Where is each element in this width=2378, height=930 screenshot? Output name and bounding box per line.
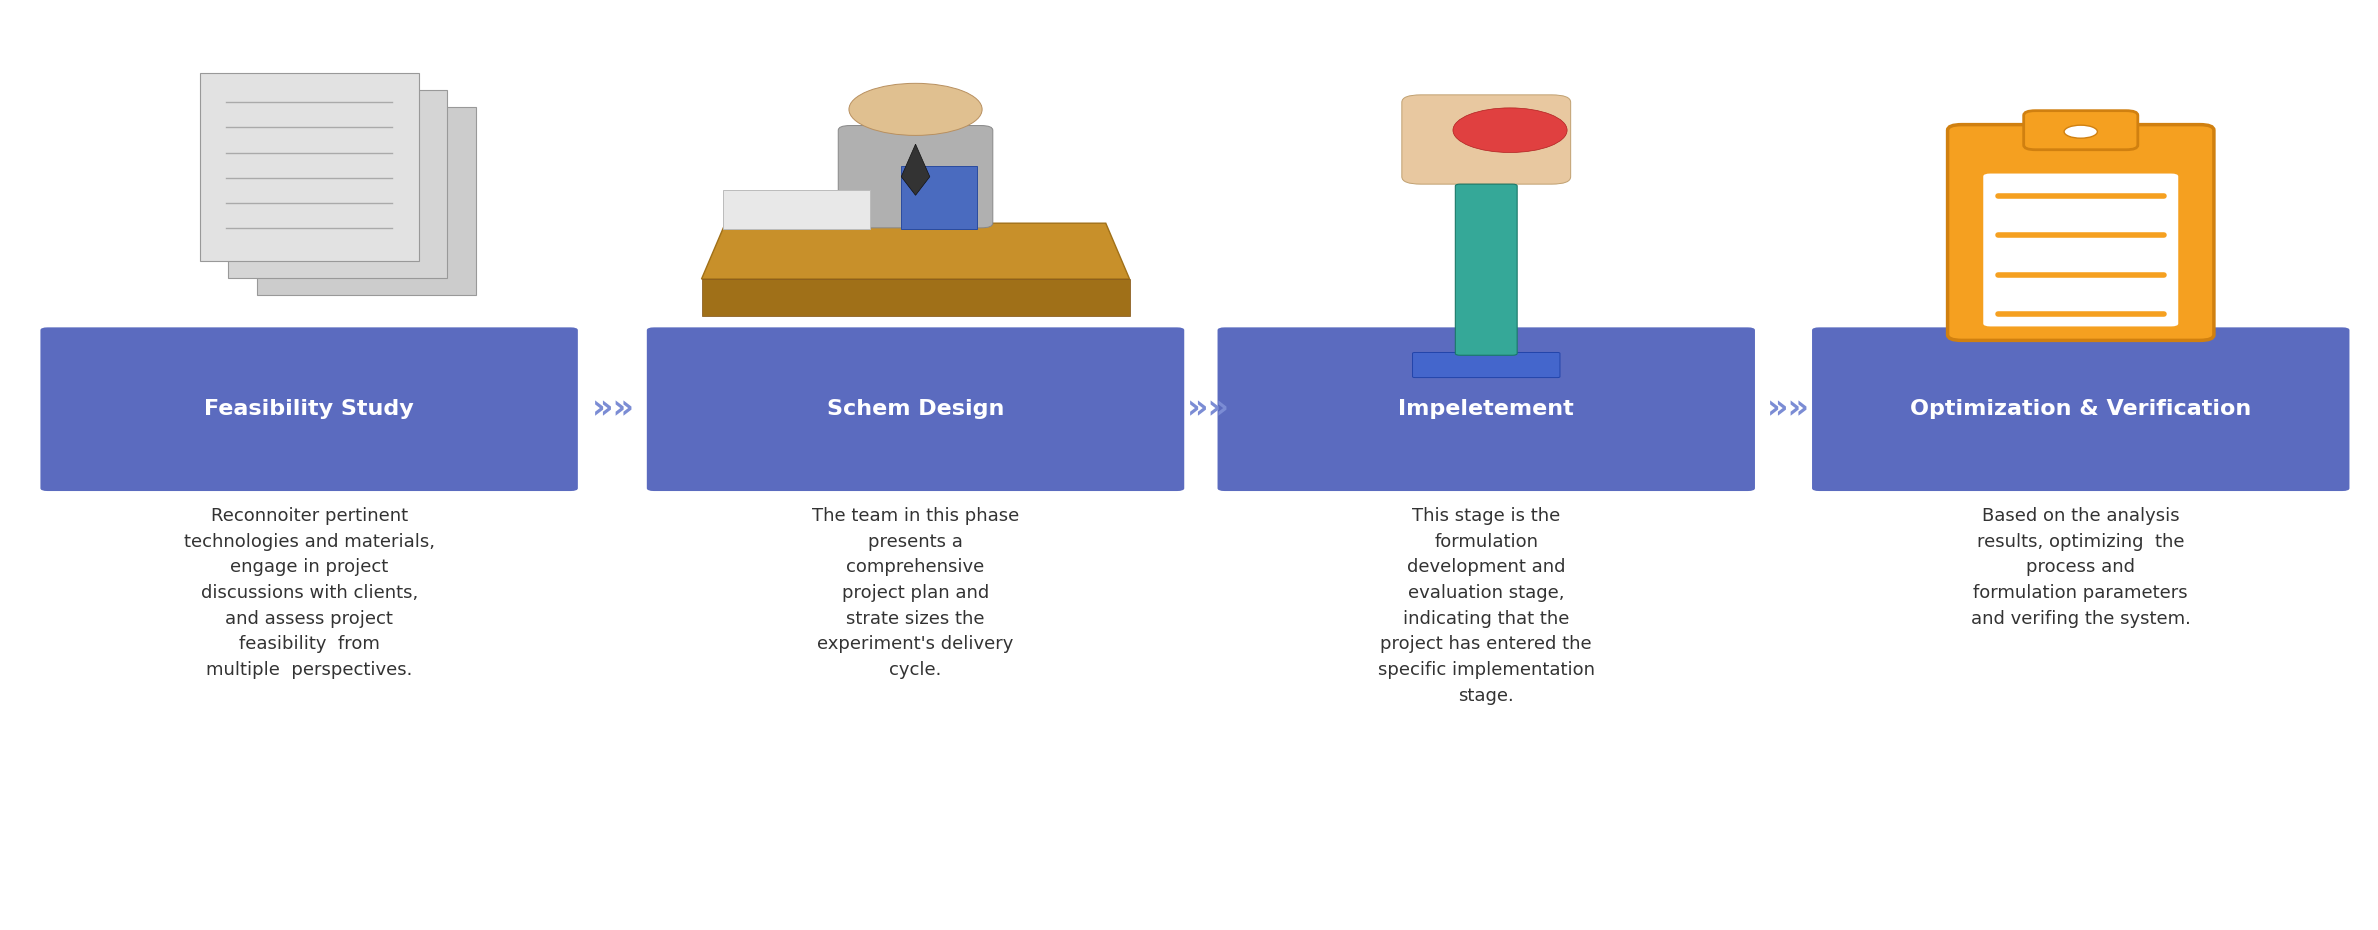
FancyBboxPatch shape (40, 327, 578, 491)
Polygon shape (901, 144, 930, 195)
FancyBboxPatch shape (200, 73, 419, 261)
FancyBboxPatch shape (257, 107, 476, 295)
FancyBboxPatch shape (1218, 327, 1755, 491)
FancyBboxPatch shape (228, 90, 447, 278)
FancyBboxPatch shape (1403, 95, 1569, 184)
Text: Based on the analysis
results, optimizing  the
process and
formulation parameter: Based on the analysis results, optimizin… (1971, 507, 2190, 628)
FancyBboxPatch shape (723, 190, 870, 229)
FancyBboxPatch shape (901, 166, 977, 229)
Text: »»: »» (1187, 392, 1229, 426)
Text: Impeletement: Impeletement (1398, 399, 1574, 419)
Text: »»: »» (592, 392, 635, 426)
Circle shape (1453, 108, 1567, 153)
Text: This stage is the
formulation
development and
evaluation stage,
indicating that : This stage is the formulation developmen… (1377, 507, 1596, 705)
Text: The team in this phase
presents a
comprehensive
project plan and
strate sizes th: The team in this phase presents a compre… (811, 507, 1020, 679)
Text: Schem Design: Schem Design (828, 399, 1004, 419)
FancyBboxPatch shape (647, 327, 1184, 491)
FancyBboxPatch shape (1413, 352, 1560, 378)
FancyBboxPatch shape (1455, 184, 1517, 355)
Circle shape (849, 84, 982, 136)
FancyBboxPatch shape (1983, 174, 2178, 326)
Circle shape (2064, 126, 2097, 139)
FancyBboxPatch shape (837, 126, 994, 228)
Text: Optimization & Verification: Optimization & Verification (1910, 399, 2252, 419)
FancyBboxPatch shape (1812, 327, 2349, 491)
FancyBboxPatch shape (2024, 111, 2138, 150)
Polygon shape (702, 279, 1130, 316)
Text: »»: »» (1767, 392, 1810, 426)
Polygon shape (702, 223, 1130, 279)
Text: Feasibility Study: Feasibility Study (205, 399, 414, 419)
FancyBboxPatch shape (1948, 125, 2214, 340)
Text: Reconnoiter pertinent
technologies and materials,
engage in project
discussions : Reconnoiter pertinent technologies and m… (183, 507, 435, 679)
